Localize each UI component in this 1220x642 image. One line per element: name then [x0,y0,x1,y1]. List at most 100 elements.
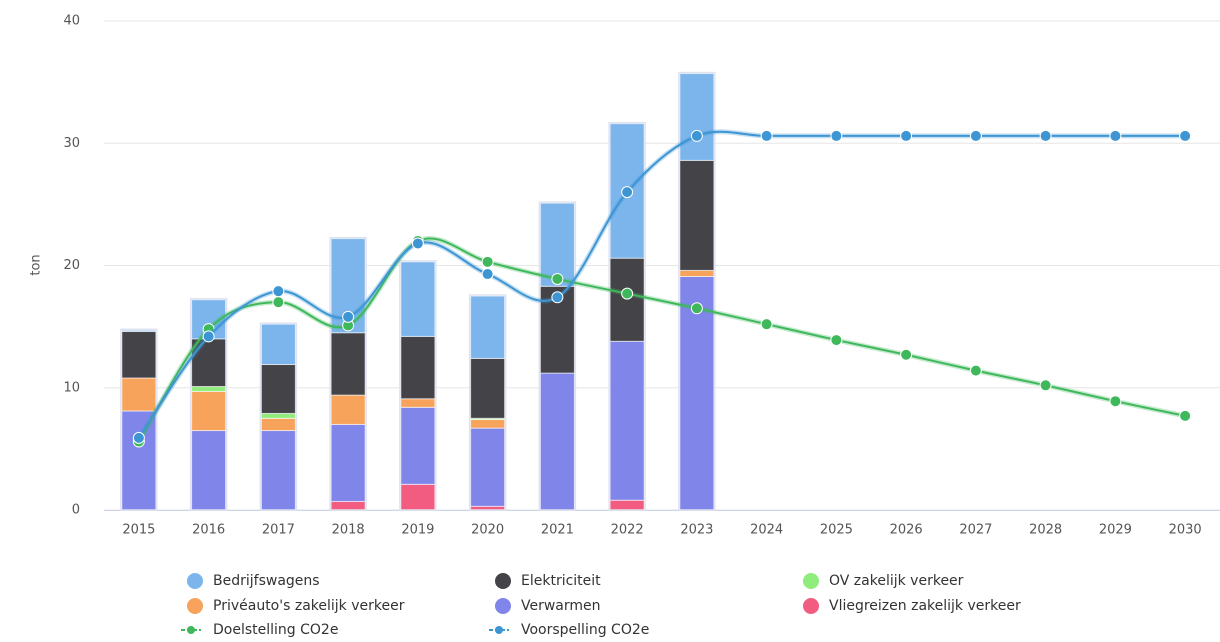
legend-marker [803,573,819,589]
line-point [411,237,424,250]
legend-label: OV zakelijk verkeer [829,573,964,589]
bar-outline [329,236,367,511]
line-point [1109,129,1122,142]
bar-segment [191,430,227,511]
bar-segment [330,394,366,425]
line-point [1179,129,1192,142]
line-point [900,129,913,142]
line-point [621,186,634,199]
bar-segment [400,261,436,337]
line-point [202,330,215,343]
bar-segment [609,257,645,342]
bar-segment [679,73,715,161]
x-tick-label: 2021 [541,523,574,538]
bar-segment [609,340,645,501]
line-point [1039,379,1052,392]
line-point [760,318,773,331]
line-point [1179,409,1192,422]
x-tick-label: 2020 [471,523,504,538]
bar-segment [400,483,436,511]
x-tick-label: 2026 [890,523,923,538]
bar-segment [121,331,157,379]
bar-outline [468,294,507,511]
legend-marker [803,598,819,614]
bar-segment [400,398,436,408]
x-tick-label: 2022 [611,523,644,538]
x-tick-label: 2025 [820,523,853,538]
line-point [132,431,145,444]
legend-marker [187,598,203,614]
bar-segment [539,202,575,287]
legend-label: Doelstelling CO2e [213,622,338,638]
x-tick-label: 2017 [262,523,295,538]
bar-segment [609,499,645,511]
y-axis-label: ton [29,254,44,275]
legend-marker [187,573,203,589]
line-point [481,268,494,281]
x-tick-label: 2023 [680,523,713,538]
line-point [690,129,703,142]
bar-outline [259,322,298,511]
bar-segment [260,323,296,366]
line-point [969,364,982,377]
bar-segment [330,500,366,511]
bar-segment [260,412,296,419]
bar-segment [470,357,506,419]
y-tick-label: 0 [72,503,80,518]
line-point [900,348,913,361]
legend-label: Privéauto's zakelijk verkeer [213,598,405,614]
x-tick-label: 2015 [122,523,155,538]
x-tick-label: 2030 [1169,523,1202,538]
bar-outline [399,260,437,511]
x-tick-label: 2024 [750,523,783,538]
legend-marker [495,573,511,589]
bar-segment [470,419,506,429]
line-point [830,334,843,347]
bar-segment [191,390,227,432]
bar-segment [330,332,366,396]
bar-segment [400,406,436,485]
y-tick-label: 20 [63,258,80,273]
line-point [551,291,564,304]
x-tick-label: 2016 [192,523,225,538]
x-tick-label: 2028 [1029,523,1062,538]
bar-segment [121,410,157,511]
bar-segment [191,386,227,392]
bar-segment [260,364,296,414]
line-point [830,129,843,142]
bar-segment [260,430,296,511]
legend-marker [495,626,503,634]
y-tick-label: 10 [63,380,80,395]
bar-outline [120,328,158,511]
bar-outline [538,201,577,511]
bar-outline [189,297,228,511]
bar-segment [260,417,296,432]
line-point [969,129,982,142]
line [138,237,1186,443]
bar-outline [678,71,716,511]
bar-outline [608,121,646,511]
y-tick-label: 40 [63,14,80,29]
y-tick-label: 30 [63,136,80,151]
bar-segment [679,276,715,511]
line-point [272,285,285,298]
x-tick-label: 2027 [959,523,992,538]
legend-label: Verwarmen [521,598,601,614]
legend-label: Bedrijfswagens [213,573,320,589]
bar-segment [330,423,366,502]
line-point [481,255,494,268]
line-point [690,302,703,315]
legend-marker [187,626,195,634]
line-point [760,129,773,142]
bar-segment [121,329,157,333]
legend-marker [495,598,511,614]
legend-label: Elektriciteit [521,573,601,589]
line-point [621,287,634,300]
line-point [272,296,285,309]
x-tick-label: 2018 [332,523,365,538]
bar-segment [400,335,436,400]
legend-label: Vliegreizen zakelijk verkeer [829,598,1021,614]
bar-segment [679,159,715,271]
x-tick-label: 2029 [1099,523,1132,538]
